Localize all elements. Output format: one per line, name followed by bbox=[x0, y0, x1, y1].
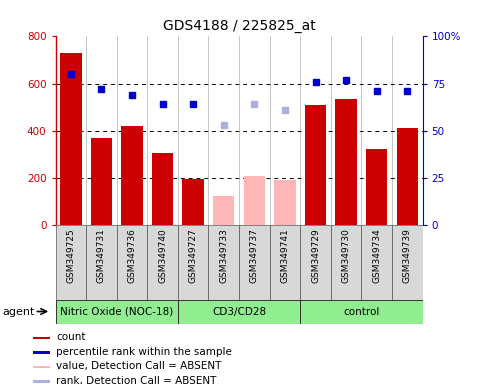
Bar bbox=[239, 225, 270, 300]
Text: GSM349730: GSM349730 bbox=[341, 228, 351, 283]
Text: GSM349741: GSM349741 bbox=[281, 228, 289, 283]
Bar bbox=[86, 225, 117, 300]
Text: CD3/CD28: CD3/CD28 bbox=[212, 307, 266, 317]
Bar bbox=[305, 105, 327, 225]
Bar bbox=[121, 126, 143, 225]
Bar bbox=[270, 225, 300, 300]
Bar bbox=[178, 225, 209, 300]
Text: GSM349739: GSM349739 bbox=[403, 228, 412, 283]
Bar bbox=[147, 225, 178, 300]
Bar bbox=[274, 180, 296, 225]
Bar bbox=[91, 137, 112, 225]
Text: control: control bbox=[343, 307, 380, 317]
Text: value, Detection Call = ABSENT: value, Detection Call = ABSENT bbox=[57, 361, 222, 371]
Bar bbox=[209, 225, 239, 300]
Bar bbox=[117, 225, 147, 300]
Bar bbox=[331, 225, 361, 300]
Text: count: count bbox=[57, 332, 86, 342]
Text: GSM349731: GSM349731 bbox=[97, 228, 106, 283]
Text: GSM349740: GSM349740 bbox=[158, 228, 167, 283]
Bar bbox=[300, 225, 331, 300]
Text: GSM349727: GSM349727 bbox=[189, 228, 198, 283]
Bar bbox=[300, 300, 423, 324]
Text: GSM349733: GSM349733 bbox=[219, 228, 228, 283]
Text: GSM349729: GSM349729 bbox=[311, 228, 320, 283]
Bar bbox=[33, 366, 50, 368]
Bar bbox=[56, 300, 178, 324]
Bar bbox=[33, 351, 50, 354]
Bar bbox=[244, 176, 265, 225]
Text: agent: agent bbox=[3, 306, 35, 316]
Text: GSM349734: GSM349734 bbox=[372, 228, 381, 283]
Bar bbox=[392, 225, 423, 300]
Bar bbox=[213, 197, 235, 225]
Bar bbox=[361, 225, 392, 300]
Bar bbox=[335, 99, 357, 225]
Text: GSM349737: GSM349737 bbox=[250, 228, 259, 283]
Text: rank, Detection Call = ABSENT: rank, Detection Call = ABSENT bbox=[57, 376, 217, 384]
Bar bbox=[60, 53, 82, 225]
Text: GSM349725: GSM349725 bbox=[66, 228, 75, 283]
Text: percentile rank within the sample: percentile rank within the sample bbox=[57, 347, 232, 357]
Text: Nitric Oxide (NOC-18): Nitric Oxide (NOC-18) bbox=[60, 307, 173, 317]
Bar bbox=[397, 128, 418, 225]
Bar bbox=[33, 380, 50, 383]
Bar bbox=[152, 153, 173, 225]
Title: GDS4188 / 225825_at: GDS4188 / 225825_at bbox=[163, 19, 315, 33]
Bar bbox=[366, 149, 387, 225]
Bar bbox=[33, 337, 50, 339]
Text: GSM349736: GSM349736 bbox=[128, 228, 137, 283]
Bar bbox=[178, 300, 300, 324]
Bar bbox=[56, 225, 86, 300]
Bar bbox=[183, 179, 204, 225]
